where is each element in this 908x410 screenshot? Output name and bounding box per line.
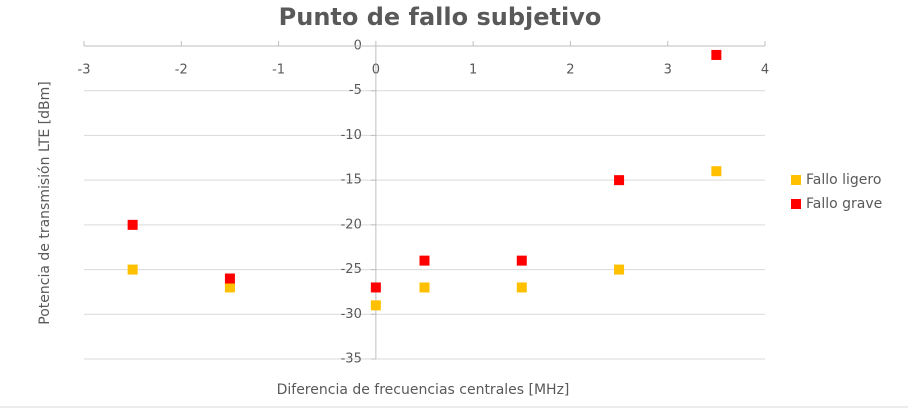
point <box>711 49 722 60</box>
x-tick-label: 3 <box>664 63 672 78</box>
point <box>224 282 235 293</box>
point <box>711 166 722 177</box>
legend-label: Fallo ligero <box>806 172 881 188</box>
legend-swatch <box>791 199 801 209</box>
point <box>127 264 138 275</box>
x-tick-label: -2 <box>175 63 188 78</box>
y-tick-label: -15 <box>341 173 362 188</box>
y-tick-label: -5 <box>349 83 362 98</box>
x-tick-label: 0 <box>372 63 380 78</box>
point <box>614 175 625 186</box>
legend-label: Fallo grave <box>806 196 882 212</box>
x-tick-label: 4 <box>761 63 769 78</box>
y-tick-label: -30 <box>341 307 362 322</box>
y-axis-label: Potencia de transmisión LTE [dBm] <box>37 81 53 324</box>
y-tick-label: -25 <box>341 262 362 277</box>
point <box>419 282 430 293</box>
point <box>614 264 625 275</box>
point <box>370 300 381 311</box>
y-tick-label: -35 <box>341 352 362 367</box>
point <box>224 273 235 284</box>
x-axis-label: Diferencia de frecuencias centrales [MHz… <box>277 382 570 398</box>
point <box>127 219 138 230</box>
x-tick-label: 1 <box>469 63 477 78</box>
chart-title: Punto de fallo subjetivo <box>279 3 602 31</box>
x-tick-label: -1 <box>272 63 285 78</box>
y-tick-label: -10 <box>341 128 362 143</box>
x-tick-label: -3 <box>78 63 91 78</box>
point <box>516 282 527 293</box>
x-tick-label: 2 <box>566 63 574 78</box>
point <box>516 255 527 266</box>
legend-swatch <box>791 175 801 185</box>
y-tick-label: -20 <box>341 217 362 232</box>
point <box>370 282 381 293</box>
point <box>419 255 430 266</box>
